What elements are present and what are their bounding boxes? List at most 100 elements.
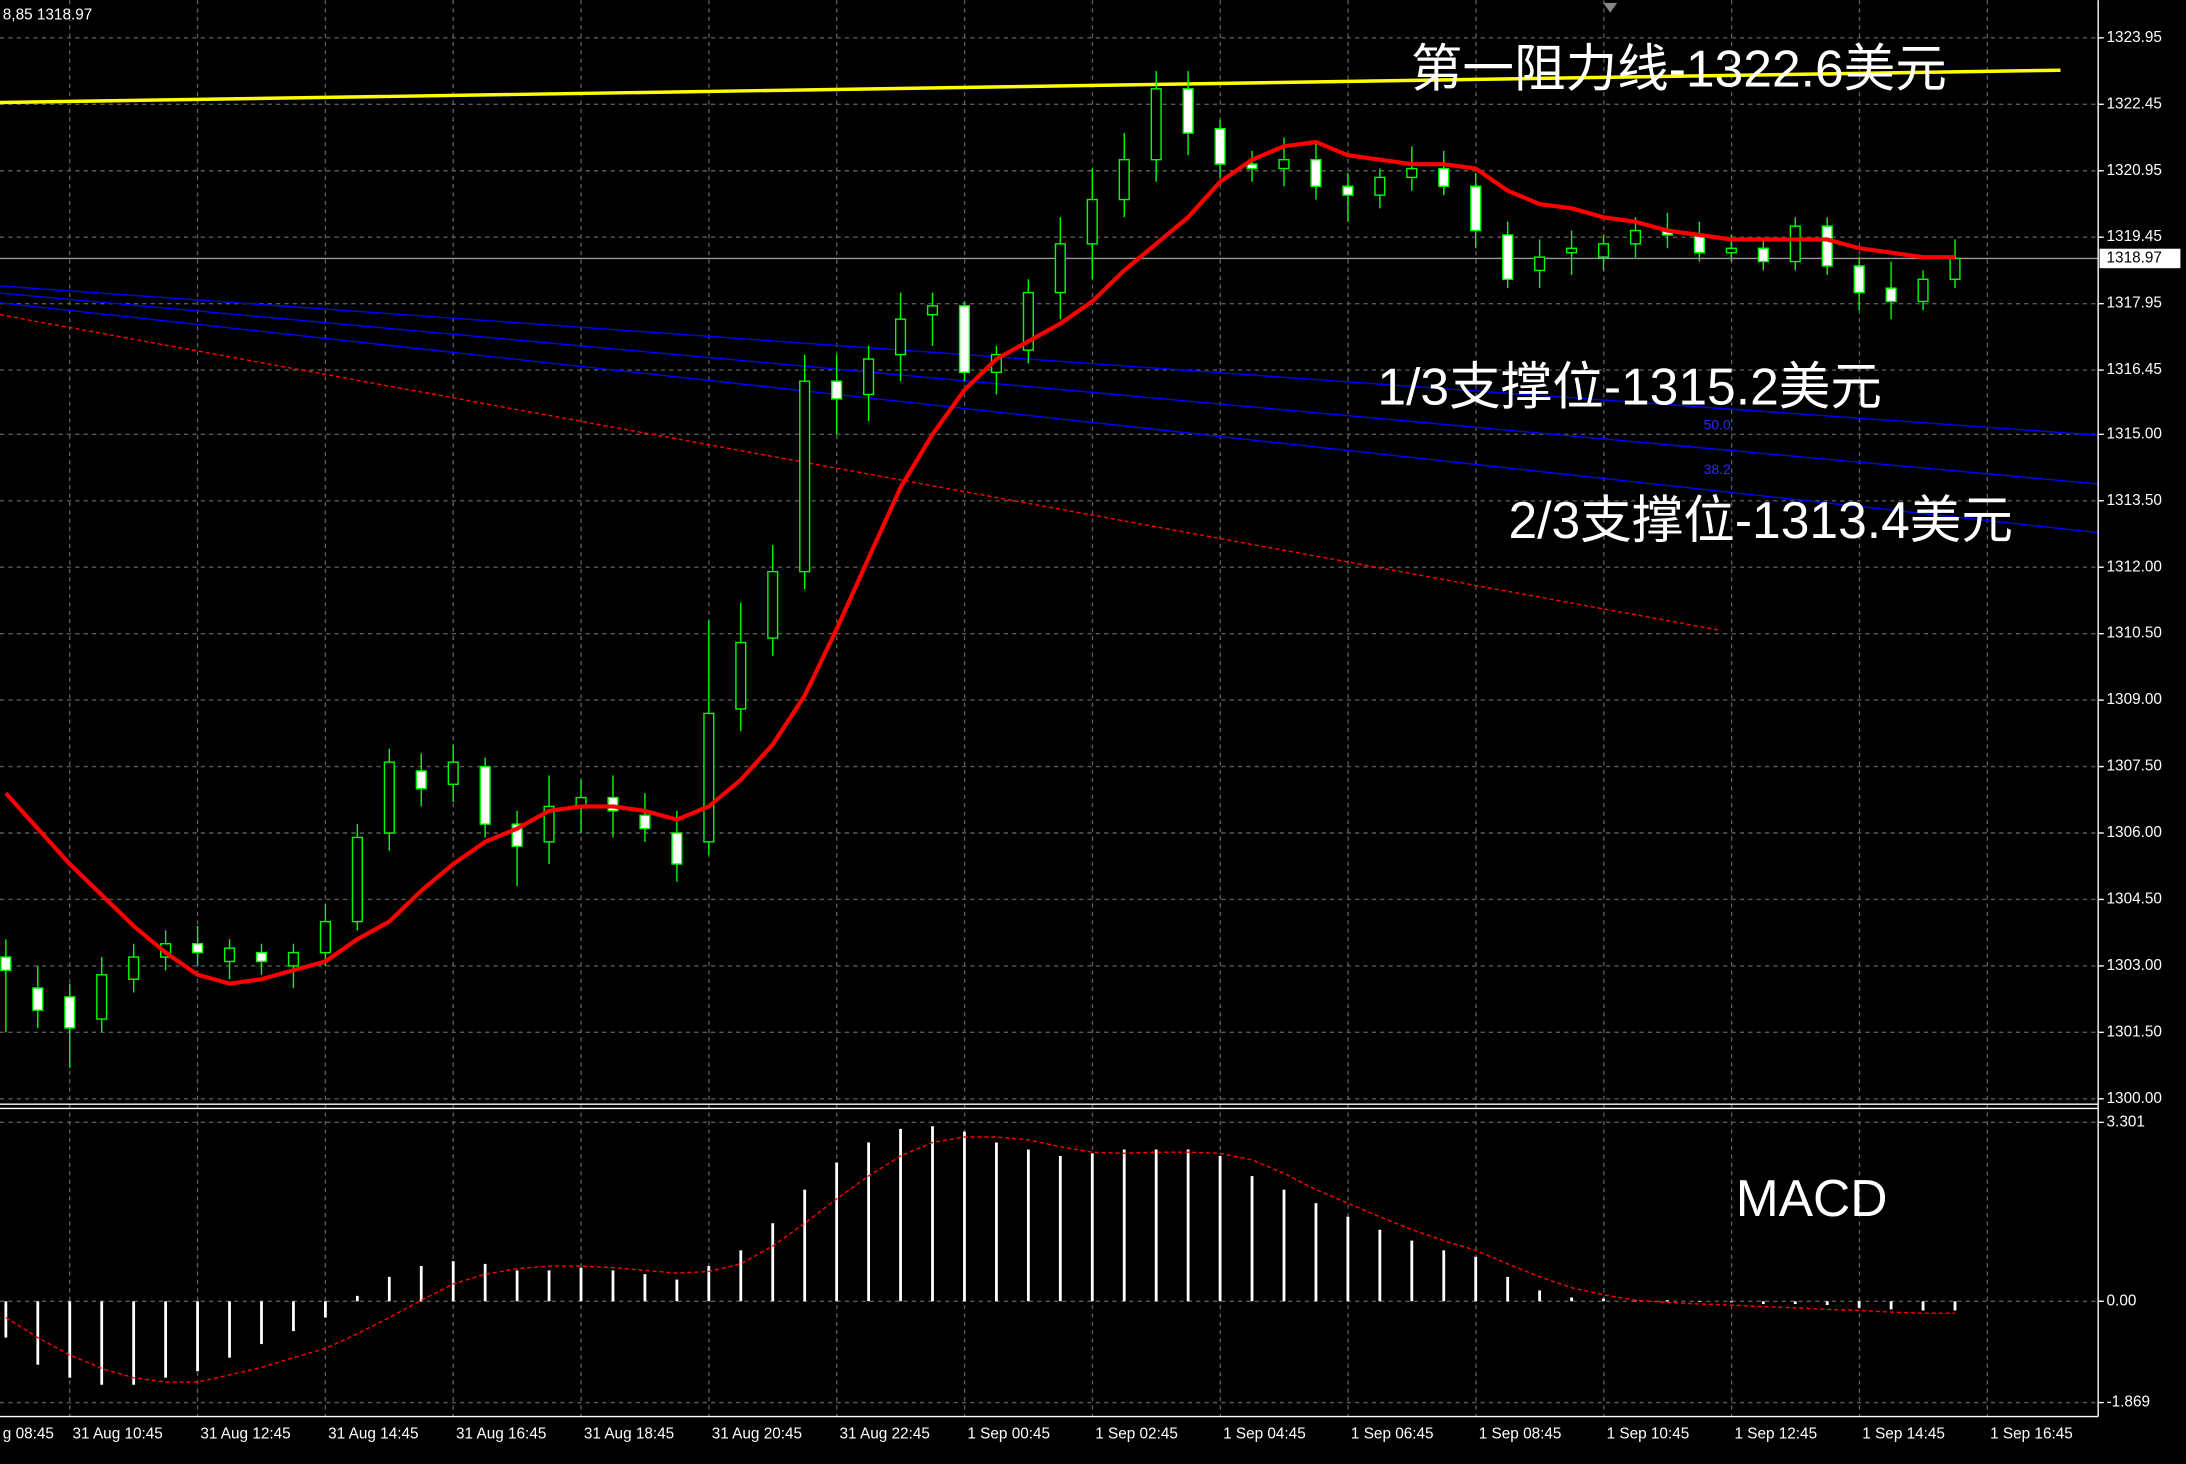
shift-marker [1603,2,1618,13]
macd-bar [4,1301,8,1338]
fib-label: 50.0 [1704,416,1731,432]
x-tick-label: 31 Aug 20:45 [712,1426,802,1443]
x-tick-label: 1 Sep 02:45 [1095,1426,1178,1443]
y-tick-label: 1300.00 [2107,1090,2162,1107]
candle-body [543,805,555,843]
macd-bar [1378,1229,1382,1302]
macd-bar [483,1263,487,1302]
macd-bar [1538,1290,1542,1302]
macd-bar [867,1142,870,1302]
macd-bar [1857,1301,1861,1308]
candle-body [1757,247,1769,263]
candle-body [128,956,140,980]
candle-body [926,305,939,316]
macd-bar [260,1301,263,1345]
candle-body [319,920,331,954]
macd-bar [36,1301,40,1365]
candle-body [1022,291,1034,351]
plot-area: 50.0 38.2 [0,0,2099,1417]
macd-bar [547,1270,551,1302]
moving-average [4,139,1955,986]
channel-line [0,302,2099,534]
candle-body [1342,185,1354,196]
macd-bar [1506,1276,1510,1302]
channel-line [0,285,2099,436]
x-tick-label: 31 Aug 10:45 [72,1426,162,1443]
macd-bar [1442,1250,1446,1302]
macd-signal [5,1136,1955,1383]
x-tick-label: g 08:45 [3,1426,54,1443]
dashed-trend-line [0,314,1722,632]
x-tick-label: 1 Sep 12:45 [1734,1426,1817,1443]
fib-label: 38.2 [1704,461,1731,477]
candle-body [1629,229,1642,245]
macd-bar [1186,1149,1190,1302]
macd-bar [1154,1149,1158,1302]
candle-body [1725,247,1737,254]
candle-body [255,951,268,963]
candle-body [1949,257,1961,280]
macd-bar [1410,1240,1414,1302]
macd-bar [419,1266,423,1302]
macd-bar [1889,1301,1893,1310]
y-tick-label: 1306.00 [2107,824,2162,841]
macd-bar [164,1301,168,1378]
x-tick-label: 1 Sep 08:45 [1479,1426,1562,1443]
y-tick-label: -1.869 [2107,1394,2150,1411]
y-tick-label: 1310.50 [2107,625,2162,642]
macd-bar [1761,1301,1765,1304]
y-tick-label: 1320.95 [2107,162,2162,179]
candle-body [863,358,875,396]
macd-bar [707,1266,711,1302]
macd-bar [196,1301,199,1372]
x-tick-label: 1 Sep 04:45 [1223,1426,1306,1443]
y-tick-label: 1307.50 [2107,758,2162,775]
y-tick-label: 1316.45 [2107,361,2162,378]
y-tick-label: 1312.00 [2107,558,2162,575]
current-price-box [2099,248,2181,269]
candle-body [64,996,76,1029]
x-tick-label: 31 Aug 22:45 [840,1426,930,1443]
candle-body [511,823,523,847]
candle-body [671,832,683,865]
x-tick-label: 1 Sep 10:45 [1607,1426,1690,1443]
x-tick-label: 31 Aug 12:45 [200,1426,290,1443]
candle-body [639,814,651,830]
candle-body [1182,88,1194,134]
candle-body [32,987,44,1011]
macd-bar [611,1270,615,1302]
macd-bar [771,1223,775,1302]
candle-body [1821,225,1833,267]
candle-body [958,305,971,374]
candle-body [447,761,459,785]
macd-bar [1250,1176,1254,1302]
candle-body [479,765,491,825]
y-tick-label: 3.301 [2107,1113,2145,1130]
x-tick-label: 1 Sep 00:45 [967,1426,1050,1443]
annotation: 1/3支撑位-1315.2美元 [1377,357,1882,415]
macd-bar [68,1301,72,1378]
macd-bar [1570,1297,1573,1302]
candle-body [415,770,427,790]
x-tick-label: 31 Aug 18:45 [584,1426,674,1443]
macd-bar [1953,1301,1957,1311]
macd-bar [899,1128,902,1302]
candle-body [1406,167,1418,179]
candle-body [383,761,395,834]
candle-body [1438,167,1450,187]
macd-bar [931,1126,934,1302]
y-tick-label: 0.00 [2107,1292,2137,1309]
candle-body [223,947,236,963]
y-tick-label: 1322.45 [2107,95,2162,112]
y-tick-label: 1301.50 [2107,1023,2162,1040]
macd-bar [739,1250,743,1302]
candle-body [1118,158,1130,201]
y-tick-label: 1313.50 [2107,492,2162,509]
annotation: 2/3支撑位-1313.4美元 [1508,491,2013,549]
annotation: 第一阻力线-1322.6美元 [1411,40,1947,98]
macd-bar [1666,1300,1669,1302]
macd-bar [228,1301,231,1358]
candle-body [831,380,843,400]
candle-body [1214,127,1226,165]
